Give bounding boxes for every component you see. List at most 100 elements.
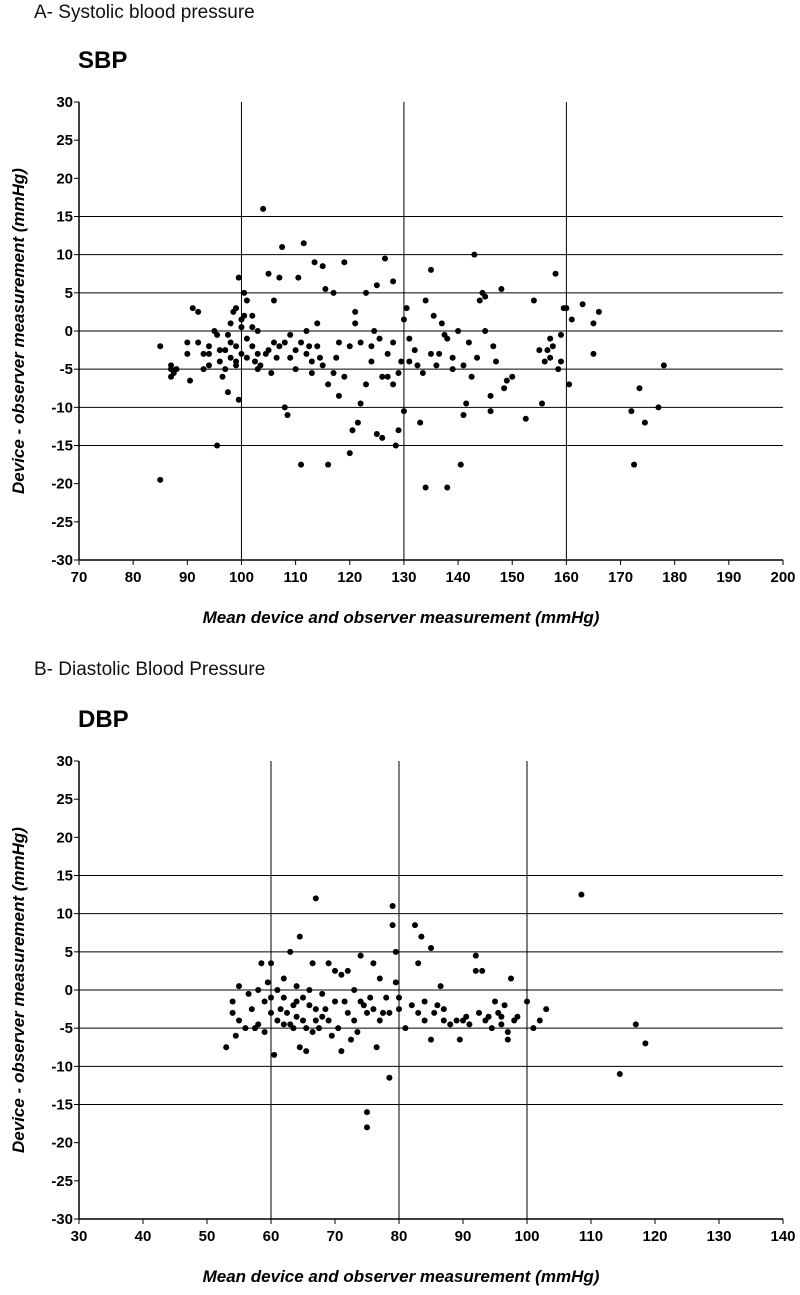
panel2-data-point [383, 994, 390, 1001]
panel1-data-point [308, 358, 315, 365]
panel2-data-point [421, 998, 428, 1005]
panel2-data-point [485, 1013, 492, 1020]
panel2-data-point [578, 891, 585, 898]
panel1-data-point [235, 396, 242, 403]
panel2-data-point [392, 948, 399, 955]
panel1-data-point [319, 362, 326, 369]
panel1-data-point [482, 293, 489, 300]
panel1-data-point [224, 331, 231, 338]
panel2-data-point [504, 1028, 511, 1035]
panel1-data-point [487, 392, 494, 399]
panel1-y-tick-label: 25 [56, 132, 73, 149]
panel2-y-tick-label: -30 [51, 1211, 73, 1228]
panel1-data-point [419, 369, 426, 376]
panel2-data-point [616, 1070, 623, 1077]
panel2-x-tick-label: 50 [199, 1228, 216, 1245]
panel1-data-point [157, 343, 164, 350]
panel1-data-point [168, 373, 175, 380]
panel1-data-point [503, 377, 510, 384]
panel1-data-point [308, 369, 315, 376]
panel1-y-tick-label: -25 [51, 514, 73, 531]
panel2-data-point [293, 998, 300, 1005]
panel1-y-tick-label: 20 [56, 170, 73, 187]
panel1-data-point [463, 400, 470, 407]
panel2-data-point [428, 1036, 434, 1043]
panel1-data-point [363, 289, 370, 296]
panel1-data-point [222, 366, 229, 373]
panel2-data-point [632, 1021, 639, 1028]
panel1-data-point [200, 350, 207, 357]
panel2-data-point [300, 994, 306, 1001]
panel1-data-point [563, 305, 570, 312]
panel1-data-point [335, 392, 342, 399]
caption-panel-b: B- Diastolic Blood Pressure [34, 659, 266, 680]
panel2-y-tick-label: -5 [60, 1020, 73, 1037]
panel1-data-point [544, 347, 551, 354]
panel2-x-tick-label: 30 [71, 1228, 88, 1245]
panel1-data-point [539, 400, 546, 407]
panel1-data-point [235, 274, 242, 281]
panel1-data-point [490, 343, 497, 350]
panel2-y-tick-label: 30 [56, 753, 73, 770]
panel1-data-point [187, 377, 194, 384]
panel1-data-point [281, 339, 288, 346]
panel2-data-point [309, 1028, 316, 1035]
panel1-data-point [303, 350, 310, 357]
panel1-data-point [311, 259, 318, 266]
panel1-data-point [414, 362, 421, 369]
panel1-data-point [422, 484, 429, 491]
panel1-data-point [184, 350, 191, 357]
panel1-data-point [438, 320, 445, 327]
panel2-x-tick-label: 130 [706, 1228, 731, 1245]
panel1-data-point [436, 350, 443, 357]
panel2-data-point [479, 967, 486, 974]
panel2-data-point [364, 1009, 370, 1016]
panel2-data-point [328, 1032, 335, 1039]
panel1-x-tick-label: 100 [229, 569, 254, 586]
panel1-data-point [276, 343, 283, 350]
panel1-data-point [395, 427, 402, 434]
panel1-data-point [298, 461, 305, 468]
panel2-x-tick-label: 100 [514, 1228, 539, 1245]
panel1-data-point [316, 354, 323, 361]
panel1-data-point [216, 358, 223, 365]
panel1-data-point [349, 427, 356, 434]
panel1-data-point [270, 297, 277, 304]
panel1-data-point [376, 335, 383, 342]
panel2-data-point [408, 1002, 415, 1009]
panel2-data-point [543, 1006, 550, 1013]
panel1-data-point [276, 274, 283, 281]
panel2-x-tick-label: 90 [455, 1228, 472, 1245]
panel1-data-point [492, 358, 499, 365]
panel1-data-point [189, 305, 196, 312]
panel1-data-point [224, 389, 231, 396]
panel2-data-point [488, 1025, 495, 1032]
panel2-data-point [300, 1017, 306, 1024]
panel1-data-point [406, 335, 413, 342]
panel1-data-point [354, 419, 361, 426]
panel2-data-point [236, 1017, 242, 1024]
panel2-data-point [309, 960, 316, 967]
panel1-y-tick-label: -5 [60, 361, 73, 378]
panel1-y-tick-label: 5 [65, 285, 73, 302]
panel2-data-point [492, 998, 498, 1005]
panel2-data-point [248, 1006, 255, 1013]
panel1-data-point [384, 350, 391, 357]
panel1-data-point [227, 320, 234, 327]
panel2-data-point [268, 1009, 274, 1016]
panel1-data-point [660, 362, 667, 369]
panel2-data-point [264, 979, 271, 986]
panel2-data-point [255, 1021, 262, 1028]
panel1-chart-title: SBP [78, 47, 127, 74]
panel1-data-point [281, 404, 288, 411]
panel2-data-point [325, 1017, 332, 1024]
panel2-x-tick-label: 40 [135, 1228, 152, 1245]
panel2-data-point [389, 922, 396, 929]
panel2-data-point [367, 994, 374, 1001]
panel2-data-point [245, 990, 252, 997]
panel1-data-point [509, 373, 516, 380]
panel1-data-point [233, 343, 240, 350]
panel1-y-tick-label: -10 [51, 399, 73, 416]
panel1-x-tick-label: 140 [446, 569, 471, 586]
